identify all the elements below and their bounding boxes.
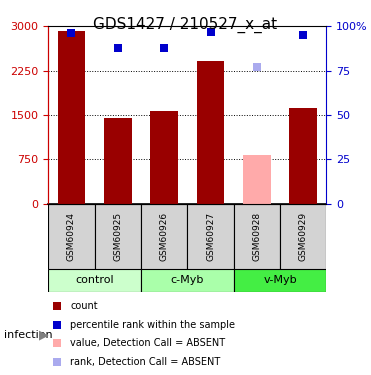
Text: infection: infection (4, 330, 52, 339)
FancyBboxPatch shape (280, 204, 326, 268)
Bar (104, 118, 132, 204)
FancyBboxPatch shape (187, 204, 234, 268)
Text: ▶: ▶ (39, 328, 49, 341)
FancyBboxPatch shape (48, 268, 141, 292)
FancyBboxPatch shape (48, 204, 95, 268)
Text: count: count (70, 301, 98, 311)
Bar (58, 31, 85, 204)
Bar (243, 155, 271, 204)
Bar (197, 60, 224, 204)
Text: GSM60926: GSM60926 (160, 211, 169, 261)
Bar (289, 108, 317, 204)
Text: GSM60928: GSM60928 (252, 211, 262, 261)
Text: v-Myb: v-Myb (263, 276, 297, 285)
FancyBboxPatch shape (234, 204, 280, 268)
Text: GDS1427 / 210527_x_at: GDS1427 / 210527_x_at (93, 17, 278, 33)
FancyBboxPatch shape (141, 204, 187, 268)
Text: GSM60924: GSM60924 (67, 211, 76, 261)
Text: GSM60927: GSM60927 (206, 211, 215, 261)
Text: GSM60925: GSM60925 (113, 211, 122, 261)
Text: control: control (75, 276, 114, 285)
FancyBboxPatch shape (95, 204, 141, 268)
Text: c-Myb: c-Myb (171, 276, 204, 285)
Text: percentile rank within the sample: percentile rank within the sample (70, 320, 236, 330)
Text: GSM60929: GSM60929 (299, 211, 308, 261)
FancyBboxPatch shape (234, 268, 326, 292)
Text: rank, Detection Call = ABSENT: rank, Detection Call = ABSENT (70, 357, 221, 367)
Bar (150, 111, 178, 204)
FancyBboxPatch shape (141, 268, 234, 292)
Text: value, Detection Call = ABSENT: value, Detection Call = ABSENT (70, 339, 226, 348)
